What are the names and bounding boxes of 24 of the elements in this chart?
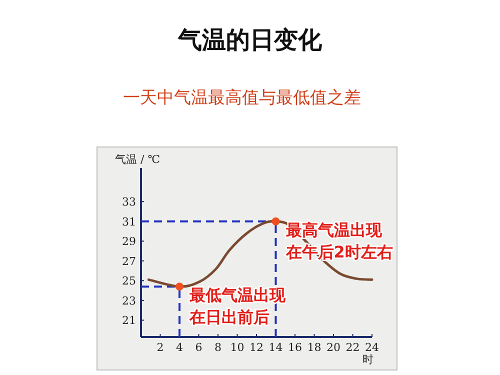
y-tick-label: 21 [122,314,136,328]
x-tick-label: 2 [156,341,164,354]
x-tick-label: 20 [326,341,340,354]
y-tick-label: 29 [122,235,136,248]
subtitle: 一天中气温最高值与最低值之差 [123,88,361,108]
x-tick-label: 24 [365,341,379,354]
y-tick-label: 33 [122,196,136,209]
x-tick-label: 10 [230,341,244,354]
x-tick-label: 8 [214,341,222,354]
title: 气温的日变化 [178,26,322,54]
x-tick-label: 16 [288,341,302,354]
xlabel: 时 [362,353,374,366]
ylabel: 气温 / ℃ [115,153,160,166]
annotation: 最低气温出现在日出前后 [190,286,286,327]
x-tick-label: 14 [268,341,283,354]
x-tick-label: 18 [307,341,322,354]
y-tick-label: 31 [122,215,136,228]
y-tick-label: 25 [122,274,136,288]
x-tick-label: 4 [176,341,183,354]
x-tick-label: 12 [250,341,264,354]
x-tick-label: 6 [195,341,202,354]
y-tick-label: 27 [122,254,136,268]
x-tick-label: 22 [346,341,360,354]
y-tick-label: 23 [122,294,136,308]
